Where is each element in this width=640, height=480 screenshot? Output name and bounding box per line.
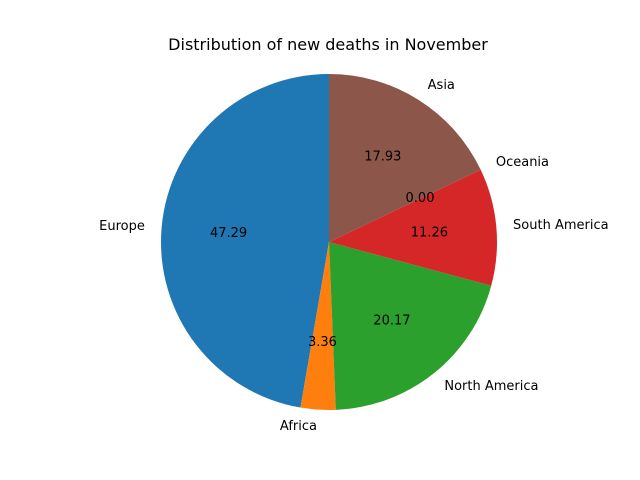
value-label-south-america: 11.26 xyxy=(411,225,448,240)
pie-labels: Europe 47.29 Africa 3.36 North America 20.17 S… xyxy=(99,78,608,434)
value-label-asia: 17.93 xyxy=(364,149,401,164)
pie-slice-south-america xyxy=(329,169,498,286)
slice-label-south-america: South America xyxy=(513,218,609,233)
slice-label-north-america: North America xyxy=(444,379,538,394)
value-label-africa: 3.36 xyxy=(308,335,337,350)
pie-slice-africa xyxy=(300,242,336,410)
pie-slice-europe xyxy=(161,74,329,408)
slice-label-asia: Asia xyxy=(428,78,455,93)
chart-title: Distribution of new deaths in November xyxy=(168,35,488,54)
value-label-europe: 47.29 xyxy=(210,226,247,241)
value-label-oceania: 0.00 xyxy=(406,191,435,206)
value-label-north-america: 20.17 xyxy=(373,313,410,328)
pie-slices xyxy=(161,74,498,410)
slice-label-europe: Europe xyxy=(99,219,145,234)
slice-label-oceania: Oceania xyxy=(496,155,549,170)
slice-label-africa: Africa xyxy=(280,419,317,434)
pie-slice-asia xyxy=(329,74,481,242)
pie-slice-north-america xyxy=(329,242,492,410)
